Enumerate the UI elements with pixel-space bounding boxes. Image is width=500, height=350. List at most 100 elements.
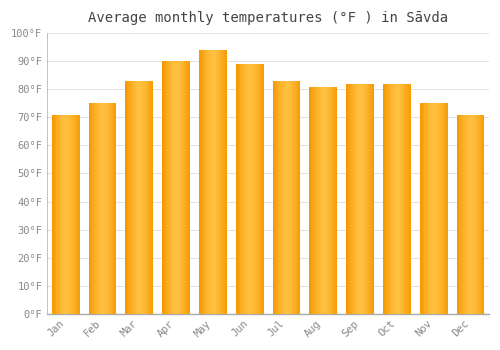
- Bar: [422, 103, 424, 314]
- Bar: [352, 84, 354, 314]
- Bar: [479, 114, 480, 314]
- Bar: [60, 114, 61, 314]
- Bar: [398, 84, 400, 314]
- Bar: [317, 86, 318, 314]
- Bar: [109, 103, 110, 314]
- Bar: [385, 84, 386, 314]
- Bar: [78, 114, 80, 314]
- Bar: [100, 103, 102, 314]
- Bar: [182, 61, 184, 314]
- Bar: [475, 114, 476, 314]
- Bar: [368, 84, 370, 314]
- Bar: [186, 61, 187, 314]
- Bar: [259, 64, 260, 314]
- Bar: [188, 61, 189, 314]
- Bar: [443, 103, 444, 314]
- Bar: [236, 64, 237, 314]
- Bar: [472, 114, 474, 314]
- Bar: [470, 114, 472, 314]
- Bar: [76, 114, 78, 314]
- Bar: [105, 103, 106, 314]
- Bar: [286, 81, 288, 314]
- Bar: [244, 64, 245, 314]
- Bar: [248, 64, 249, 314]
- Bar: [240, 64, 242, 314]
- Bar: [258, 64, 259, 314]
- Bar: [64, 114, 65, 314]
- Bar: [141, 81, 142, 314]
- Bar: [90, 103, 92, 314]
- Bar: [237, 64, 238, 314]
- Bar: [462, 114, 463, 314]
- Bar: [166, 61, 167, 314]
- Bar: [473, 114, 474, 314]
- Bar: [429, 103, 430, 314]
- Bar: [131, 81, 132, 314]
- Bar: [64, 114, 66, 314]
- Bar: [359, 84, 360, 314]
- Bar: [326, 86, 327, 314]
- Bar: [276, 81, 278, 314]
- Bar: [224, 50, 225, 314]
- Bar: [432, 103, 433, 314]
- Bar: [142, 81, 143, 314]
- Bar: [294, 81, 296, 314]
- Bar: [334, 86, 336, 314]
- Bar: [212, 50, 213, 314]
- Bar: [108, 103, 109, 314]
- Bar: [238, 64, 240, 314]
- Bar: [209, 50, 210, 314]
- Bar: [170, 61, 172, 314]
- Bar: [242, 64, 244, 314]
- Bar: [179, 61, 180, 314]
- Bar: [352, 84, 353, 314]
- Bar: [407, 84, 408, 314]
- Bar: [68, 114, 70, 314]
- Bar: [366, 84, 368, 314]
- Bar: [245, 64, 246, 314]
- Bar: [400, 84, 402, 314]
- Bar: [436, 103, 438, 314]
- Bar: [371, 84, 372, 314]
- Bar: [397, 84, 398, 314]
- Bar: [132, 81, 133, 314]
- Bar: [52, 114, 54, 314]
- Bar: [222, 50, 223, 314]
- Bar: [92, 103, 94, 314]
- Bar: [128, 81, 129, 314]
- Bar: [396, 84, 397, 314]
- Bar: [167, 61, 168, 314]
- Bar: [280, 81, 281, 314]
- Bar: [370, 84, 371, 314]
- Bar: [360, 84, 361, 314]
- Bar: [392, 84, 394, 314]
- Bar: [431, 103, 432, 314]
- Bar: [201, 50, 202, 314]
- Bar: [482, 114, 484, 314]
- Bar: [296, 81, 298, 314]
- Bar: [139, 81, 140, 314]
- Bar: [178, 61, 179, 314]
- Bar: [356, 84, 358, 314]
- Bar: [96, 103, 97, 314]
- Bar: [260, 64, 262, 314]
- Bar: [440, 103, 441, 314]
- Bar: [255, 64, 256, 314]
- Bar: [372, 84, 373, 314]
- Bar: [210, 50, 211, 314]
- Bar: [75, 114, 76, 314]
- Bar: [246, 64, 247, 314]
- Bar: [468, 114, 469, 314]
- Bar: [162, 61, 163, 314]
- Bar: [393, 84, 394, 314]
- Bar: [52, 114, 53, 314]
- Bar: [480, 114, 482, 314]
- Bar: [106, 103, 107, 314]
- Bar: [148, 81, 150, 314]
- Bar: [390, 84, 392, 314]
- Bar: [409, 84, 410, 314]
- Bar: [404, 84, 405, 314]
- Bar: [310, 86, 312, 314]
- Bar: [290, 81, 291, 314]
- Bar: [430, 103, 431, 314]
